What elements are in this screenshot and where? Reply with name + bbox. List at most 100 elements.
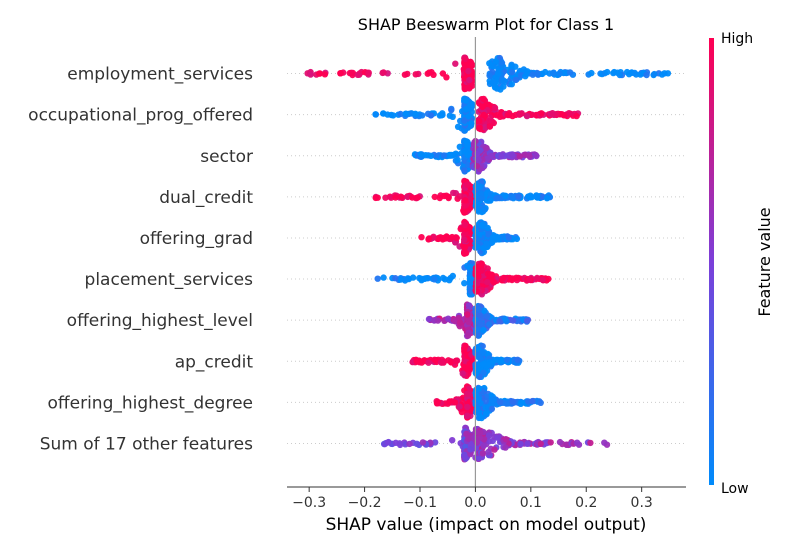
points-layer (304, 54, 672, 463)
data-point (482, 410, 490, 417)
data-point (445, 315, 452, 322)
data-point (484, 101, 492, 109)
data-point (461, 221, 468, 229)
data-point (508, 62, 515, 70)
data-point (517, 440, 524, 447)
x-tick-label: 0.0 (464, 495, 486, 511)
data-point (484, 278, 491, 286)
data-point (438, 112, 445, 119)
data-point (446, 112, 454, 119)
data-point (503, 356, 511, 364)
data-point (522, 73, 529, 80)
colorbar-high-label: High (721, 31, 753, 47)
data-point (476, 124, 483, 131)
data-point (464, 412, 471, 419)
data-point (446, 151, 453, 159)
data-point (524, 440, 531, 447)
data-point (509, 112, 516, 120)
data-point (380, 69, 387, 76)
data-point (482, 397, 489, 405)
data-point (467, 450, 474, 458)
data-point (537, 399, 544, 406)
data-point (452, 60, 459, 67)
data-point (401, 277, 409, 284)
data-point (509, 193, 517, 201)
data-point (508, 81, 515, 88)
data-point (477, 195, 484, 202)
data-point (475, 385, 483, 392)
data-point (488, 405, 496, 413)
data-point (534, 193, 541, 200)
data-point (533, 152, 540, 160)
data-point (464, 332, 472, 339)
chart-title: SHAP Beeswarm Plot for Class 1 (358, 15, 614, 34)
data-point (505, 234, 512, 241)
data-point (469, 101, 476, 108)
data-point (454, 123, 462, 130)
data-point (486, 438, 493, 445)
data-point (457, 225, 464, 233)
x-axis: −0.3 −0.2 −0.1 0.0 0.1 0.2 0.3 (287, 486, 686, 511)
data-point (388, 111, 395, 119)
data-point (573, 439, 581, 446)
feature-rows: employment_services occupational_prog_off… (28, 65, 686, 454)
data-point (418, 234, 425, 241)
data-point (461, 147, 469, 155)
data-point (478, 221, 486, 229)
feature-label: offering_grad (140, 229, 253, 249)
data-point (446, 398, 453, 405)
data-point (406, 440, 413, 448)
data-point (464, 142, 471, 150)
data-point (419, 439, 427, 446)
data-point (489, 239, 496, 246)
feature-label: occupational_prog_offered (28, 106, 253, 126)
data-point (365, 69, 372, 76)
data-point (547, 439, 554, 446)
data-point (477, 183, 484, 190)
data-point (480, 442, 487, 449)
data-point (533, 274, 541, 282)
data-point (392, 275, 399, 282)
data-point (441, 235, 449, 242)
data-point (456, 193, 463, 200)
data-point (494, 70, 502, 78)
data-point (623, 68, 631, 76)
data-point (397, 110, 404, 118)
data-point (494, 235, 501, 242)
data-point (473, 162, 481, 170)
data-point (431, 356, 438, 363)
data-point (515, 193, 522, 200)
data-point (472, 326, 480, 334)
data-point (512, 76, 519, 84)
data-point (431, 193, 438, 201)
data-point (486, 72, 493, 79)
data-point (493, 195, 500, 202)
colorbar-gradient (709, 38, 714, 485)
data-point (487, 197, 494, 204)
data-point (523, 112, 531, 120)
data-point (452, 357, 459, 365)
data-point (501, 315, 509, 323)
data-point (486, 60, 493, 67)
data-point (458, 408, 466, 416)
data-point (480, 111, 487, 119)
data-point (448, 106, 455, 114)
data-point (462, 443, 469, 450)
data-point (402, 110, 410, 118)
data-point (478, 260, 485, 267)
data-point (461, 208, 468, 216)
data-point (498, 58, 505, 66)
data-point (539, 276, 546, 284)
feature-label: Sum of 17 other features (40, 434, 253, 454)
data-point (526, 152, 533, 159)
data-point (484, 224, 491, 232)
data-point (502, 192, 509, 199)
x-tick-label: −0.2 (348, 495, 382, 511)
data-point (461, 280, 468, 287)
data-point (500, 83, 507, 90)
data-point (480, 369, 487, 376)
x-tick-label: −0.1 (403, 495, 437, 511)
data-point (461, 236, 468, 243)
data-point (487, 152, 495, 160)
